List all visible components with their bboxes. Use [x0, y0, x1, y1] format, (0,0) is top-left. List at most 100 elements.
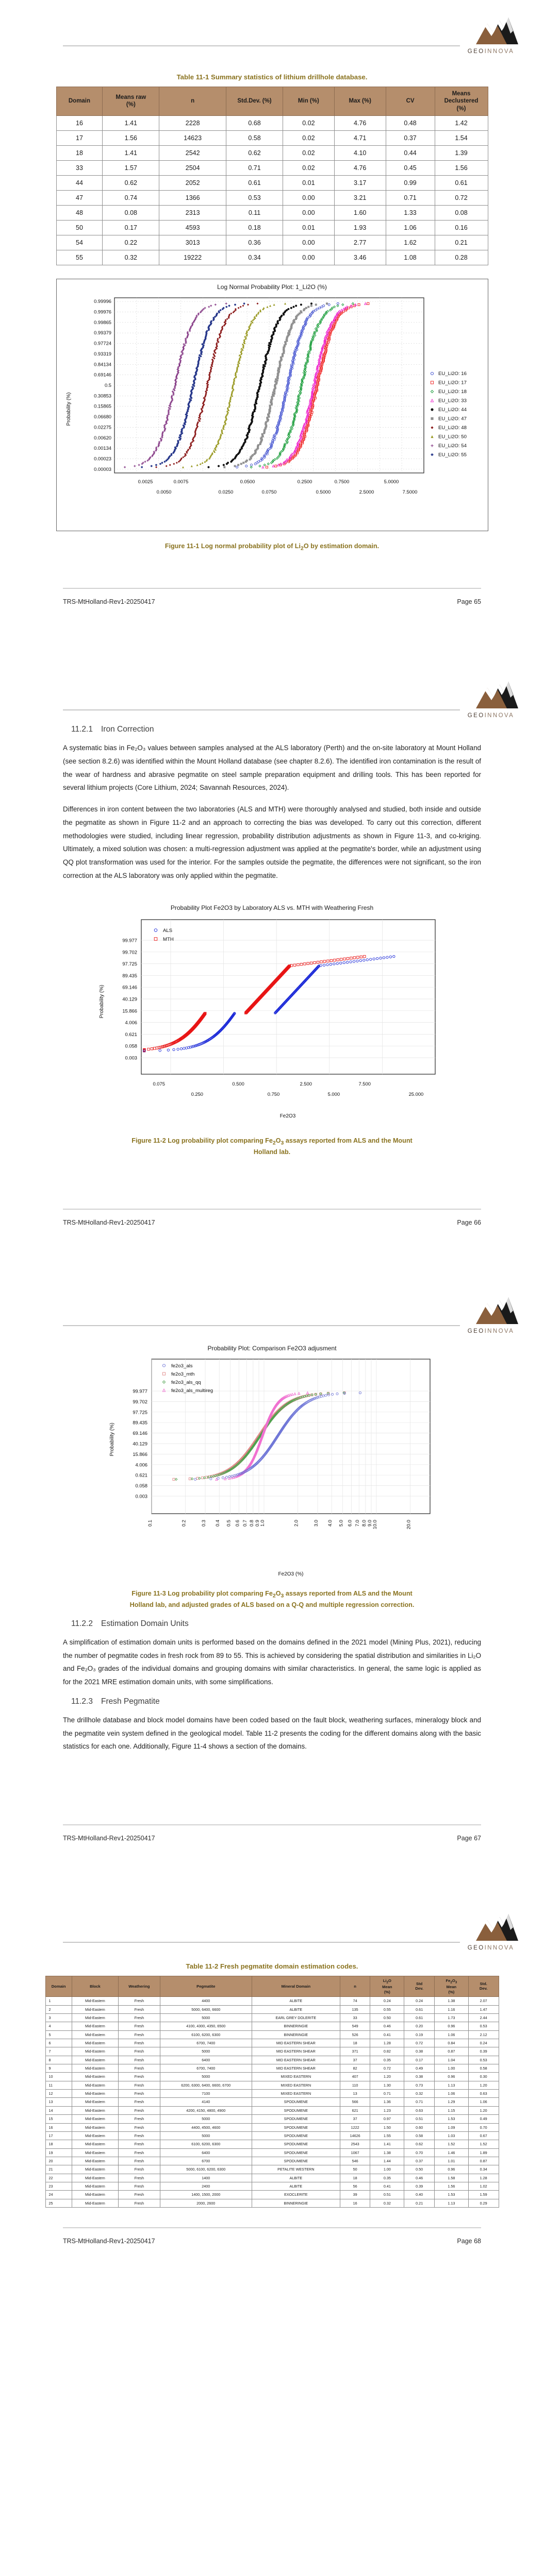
- page-67: GEOINNOVA Probability Plot: Comparison F…: [0, 1241, 544, 1856]
- data-point: [165, 422, 168, 425]
- data-point: [245, 334, 248, 336]
- data-point: [277, 368, 280, 371]
- mountain-logo-icon: [476, 18, 518, 44]
- data-point: [133, 465, 136, 467]
- legend-label: EU_Li2O: 44: [438, 407, 467, 413]
- data-point: [272, 331, 274, 333]
- data-point: [335, 1392, 338, 1395]
- data-point: [239, 355, 242, 358]
- data-point: [295, 401, 299, 404]
- data-point: [190, 391, 193, 394]
- data-point: [276, 377, 279, 380]
- mountain-logo-icon: [476, 1913, 518, 1941]
- data-point: [190, 1045, 193, 1048]
- data-point: [246, 329, 249, 331]
- data-point: [327, 303, 331, 306]
- data-point: [358, 1391, 361, 1394]
- data-point: [200, 348, 202, 351]
- table-cell: 4.76: [334, 160, 386, 176]
- data-point: [150, 1047, 153, 1050]
- data-point: [303, 308, 305, 310]
- data-point: [255, 313, 258, 316]
- data-point: [375, 957, 378, 960]
- tick-label: 0.250: [191, 1091, 203, 1097]
- data-point: [274, 380, 276, 383]
- data-point: [183, 425, 185, 428]
- data-point: [222, 426, 224, 429]
- data-point: [180, 457, 183, 460]
- data-point: [172, 463, 175, 465]
- table-cell: 1366: [159, 190, 227, 206]
- data-point: [219, 309, 222, 311]
- data-point: [166, 419, 169, 421]
- table-cell: 1.47: [468, 2005, 499, 2014]
- table-cell: 11: [45, 2080, 72, 2090]
- data-point: [210, 322, 212, 325]
- data-point: [296, 341, 299, 344]
- data-point: [268, 404, 271, 407]
- table-cell: SPODUMENE: [251, 2148, 340, 2158]
- logo-word-geo: GEO: [467, 48, 485, 55]
- data-point: [161, 1045, 164, 1048]
- table-cell: Fresh: [118, 2030, 160, 2039]
- data-point: [254, 449, 256, 452]
- table-cell: 2000, 2600: [159, 2198, 252, 2208]
- data-point: [187, 403, 189, 406]
- data-point: [201, 405, 204, 408]
- data-point: [193, 1478, 196, 1481]
- tick-label: 0.500: [232, 1081, 244, 1087]
- data-point: [279, 417, 282, 420]
- data-point: [210, 454, 212, 456]
- table-cell: 2.07: [468, 1996, 499, 2006]
- data-point: [185, 412, 188, 415]
- data-point: [273, 388, 275, 391]
- data-point: [288, 333, 290, 335]
- table-cell: 526: [339, 2030, 371, 2039]
- table-cell: 15: [45, 2114, 72, 2124]
- data-point: [224, 415, 227, 418]
- data-point: [184, 419, 186, 421]
- data-point: [270, 396, 273, 398]
- data-point: [218, 1472, 221, 1476]
- table-cell: Mid-Eastern: [71, 2106, 119, 2115]
- table-cell: 0.29: [468, 2198, 499, 2208]
- data-point: [212, 449, 215, 452]
- data-point: [228, 1468, 231, 1471]
- data-point: [179, 361, 182, 363]
- table-cell: 37: [339, 2055, 371, 2065]
- tick-label: 7.500: [358, 1081, 370, 1087]
- table-cell: 0.87: [434, 2047, 469, 2056]
- table-cell: 0.61: [404, 2013, 435, 2023]
- data-point: [206, 1476, 209, 1479]
- data-point: [149, 456, 152, 459]
- data-point: [165, 420, 168, 422]
- table-cell: 0.46: [404, 2173, 435, 2183]
- table-row: 17 Mid-Eastern Fresh 5000 SPODUMENE 14626 1.55…: [45, 2131, 499, 2141]
- figure-11-3-chart: Probability Plot: Comparison Fe2O3 adjus…: [102, 1341, 442, 1584]
- table-row: 50 0.17 4593 0.18 0.01 1.93 1.06 0.16: [56, 219, 488, 235]
- data-point: [289, 329, 291, 331]
- table-cell: 19222: [159, 249, 227, 265]
- data-point: [326, 959, 329, 962]
- data-point: [189, 399, 192, 401]
- table-row: 20 Mid-Eastern Fresh 6700 SPODUMENE 546 1.44 0.…: [45, 2156, 499, 2166]
- table-cell: MIXED EASTERN: [251, 2072, 340, 2081]
- data-point: [182, 347, 185, 350]
- data-point: [223, 423, 226, 426]
- data-point: [226, 1469, 229, 1472]
- data-point: [230, 391, 233, 394]
- table-cell: 0.49: [468, 2114, 499, 2124]
- table-cell: 0.11: [226, 205, 283, 221]
- figure-11-2-chart: Probability Plot Fe2O3 by Laboratory ALS…: [92, 900, 453, 1128]
- data-point: [171, 395, 173, 397]
- data-point: [244, 332, 247, 334]
- table-cell: 4: [45, 2022, 72, 2031]
- data-point: [204, 335, 207, 338]
- tick-label: 0.075: [153, 1081, 164, 1087]
- data-point: [430, 453, 434, 456]
- table-cell: Mid-Eastern: [71, 2047, 119, 2056]
- data-point: [239, 1472, 242, 1475]
- data-point: [198, 420, 201, 422]
- data-point: [220, 430, 223, 432]
- data-point: [199, 463, 202, 465]
